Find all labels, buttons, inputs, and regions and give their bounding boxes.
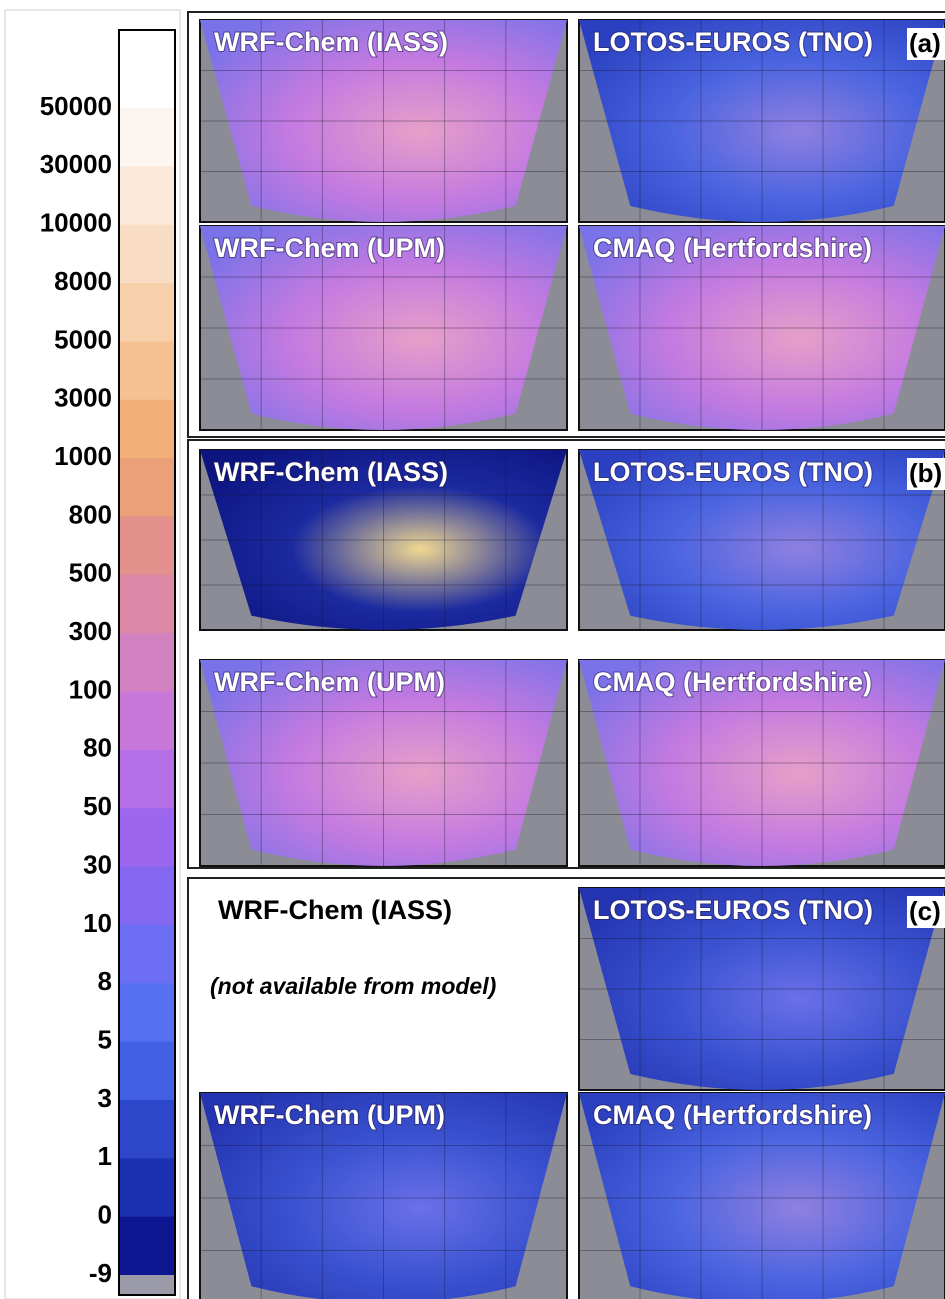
colorbar-label: 8000 [54,266,112,296]
colorbar-label: 0 [98,1200,112,1230]
colorbar-band [119,400,175,459]
map-title: WRF-Chem (UPM) [214,667,445,697]
colorbar-band [119,808,175,867]
colorbar-band [119,283,175,342]
colorbar-band [119,1100,175,1159]
colorbar-band [119,225,175,284]
colorbar-label: 50000 [40,91,112,121]
colorbar-label: 800 [69,499,112,529]
colorbar-band [119,925,175,984]
colorbar-band [119,30,175,109]
colorbar-band [119,1158,175,1217]
colorbar-label: 100 [69,674,112,704]
colorbar-band [119,750,175,809]
map-title: CMAQ (Hertfordshire) [593,1100,872,1130]
map-title: WRF-Chem (UPM) [214,233,445,263]
colorbar-label: -9 [89,1258,112,1288]
map-title: WRF-Chem (IASS) [218,895,452,925]
colorbar-band [119,166,175,225]
group-label: (b) [909,458,942,488]
colorbar-band [119,458,175,517]
figure: 5000030000100008000500030001000800500300… [0,0,945,1299]
colorbar-band [119,1217,175,1276]
group-label: (a) [909,28,941,58]
colorbar-band [119,108,175,167]
colorbar-band [119,1275,175,1296]
map-title: CMAQ (Hertfordshire) [593,667,872,697]
map-title: WRF-Chem (IASS) [214,457,448,487]
colorbar-label: 10 [83,908,112,938]
colorbar-label: 3000 [54,383,112,413]
colorbar-band [119,1042,175,1101]
colorbar-label: 5000 [54,324,112,354]
colorbar-label: 3 [98,1083,112,1113]
map-note: (not available from model) [210,973,496,999]
colorbar-band [119,341,175,400]
map-title: LOTOS-EUROS (TNO) [593,457,873,487]
map-title: LOTOS-EUROS (TNO) [593,895,873,925]
colorbar-label: 80 [83,733,112,763]
group-label: (c) [909,896,941,926]
colorbar-label: 8 [98,966,112,996]
map-title: LOTOS-EUROS (TNO) [593,27,873,57]
figure-canvas: 5000030000100008000500030001000800500300… [0,0,945,1299]
map-title: WRF-Chem (IASS) [214,27,448,57]
colorbar-label: 30000 [40,149,112,179]
colorbar-band [119,516,175,575]
colorbar-label: 1000 [54,441,112,471]
colorbar-band [119,633,175,692]
colorbar-band [119,575,175,634]
colorbar-label: 10000 [40,208,112,238]
colorbar-label: 500 [69,558,112,588]
colorbar-label: 5 [98,1024,112,1054]
colorbar-label: 1 [98,1141,112,1171]
colorbar-band [119,983,175,1042]
colorbar-band [119,692,175,751]
map-title: CMAQ (Hertfordshire) [593,233,872,263]
colorbar-label: 300 [69,616,112,646]
colorbar-label: 50 [83,791,112,821]
map-title: WRF-Chem (UPM) [214,1100,445,1130]
colorbar-label: 30 [83,849,112,879]
colorbar-band [119,867,175,926]
